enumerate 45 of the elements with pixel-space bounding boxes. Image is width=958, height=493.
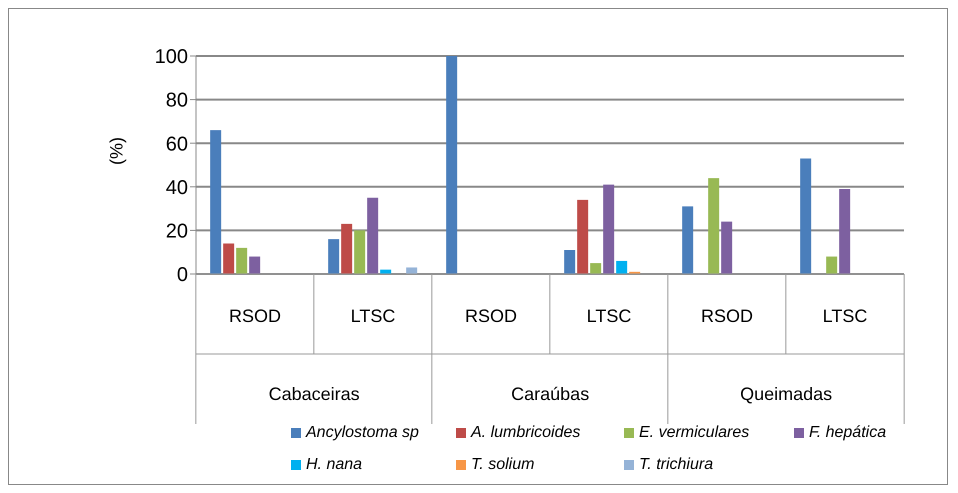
y-tick-label: 0 bbox=[176, 264, 188, 286]
bar bbox=[800, 158, 812, 274]
bar bbox=[708, 178, 720, 274]
y-tick-label: 40 bbox=[166, 176, 188, 199]
bar bbox=[564, 250, 576, 274]
bar bbox=[446, 56, 458, 274]
legend-label: T. solium bbox=[470, 456, 536, 474]
legend-label: F. hepática bbox=[808, 424, 888, 442]
y-tick-label: 100 bbox=[154, 46, 188, 68]
bar bbox=[406, 267, 418, 274]
bar bbox=[590, 263, 602, 274]
text: Cabaceiras bbox=[268, 384, 360, 404]
x-tick-label: LTSC bbox=[586, 306, 632, 326]
legend-label: H. nana bbox=[305, 456, 364, 474]
bar bbox=[380, 270, 392, 274]
bar bbox=[577, 200, 588, 274]
bar bbox=[223, 243, 234, 274]
x-tick-label: RSOD bbox=[700, 306, 754, 326]
y-tick-label: 80 bbox=[166, 90, 188, 112]
legend-label: E. vermiculares bbox=[638, 424, 750, 442]
bar bbox=[354, 230, 366, 274]
legend-label: A. lumbricoides bbox=[469, 424, 582, 442]
y-axis-title: (%) bbox=[106, 137, 126, 165]
bar bbox=[682, 206, 694, 274]
legend-label: T. trichiura bbox=[638, 456, 714, 474]
x-tick-label: RSOD bbox=[228, 306, 282, 326]
bar bbox=[367, 198, 378, 274]
bar bbox=[839, 188, 850, 274]
y-tick-label: 20 bbox=[166, 220, 188, 242]
bar bbox=[721, 222, 732, 274]
text: Caraúbas bbox=[511, 384, 590, 404]
y-tick-label: 60 bbox=[166, 133, 188, 156]
bar bbox=[328, 239, 340, 274]
bar bbox=[249, 256, 260, 274]
bar bbox=[341, 224, 352, 274]
bar bbox=[236, 248, 248, 274]
bar bbox=[603, 184, 614, 274]
legend-label: Ancylostoma sp bbox=[304, 424, 420, 442]
bar bbox=[210, 130, 222, 274]
bar bbox=[826, 256, 838, 274]
x-tick-label: RSOD bbox=[464, 306, 518, 326]
bar bbox=[616, 260, 628, 274]
x-tick-label: LTSC bbox=[350, 306, 396, 326]
text: Queimadas bbox=[740, 384, 832, 404]
x-tick-label: LTSC bbox=[822, 306, 868, 326]
